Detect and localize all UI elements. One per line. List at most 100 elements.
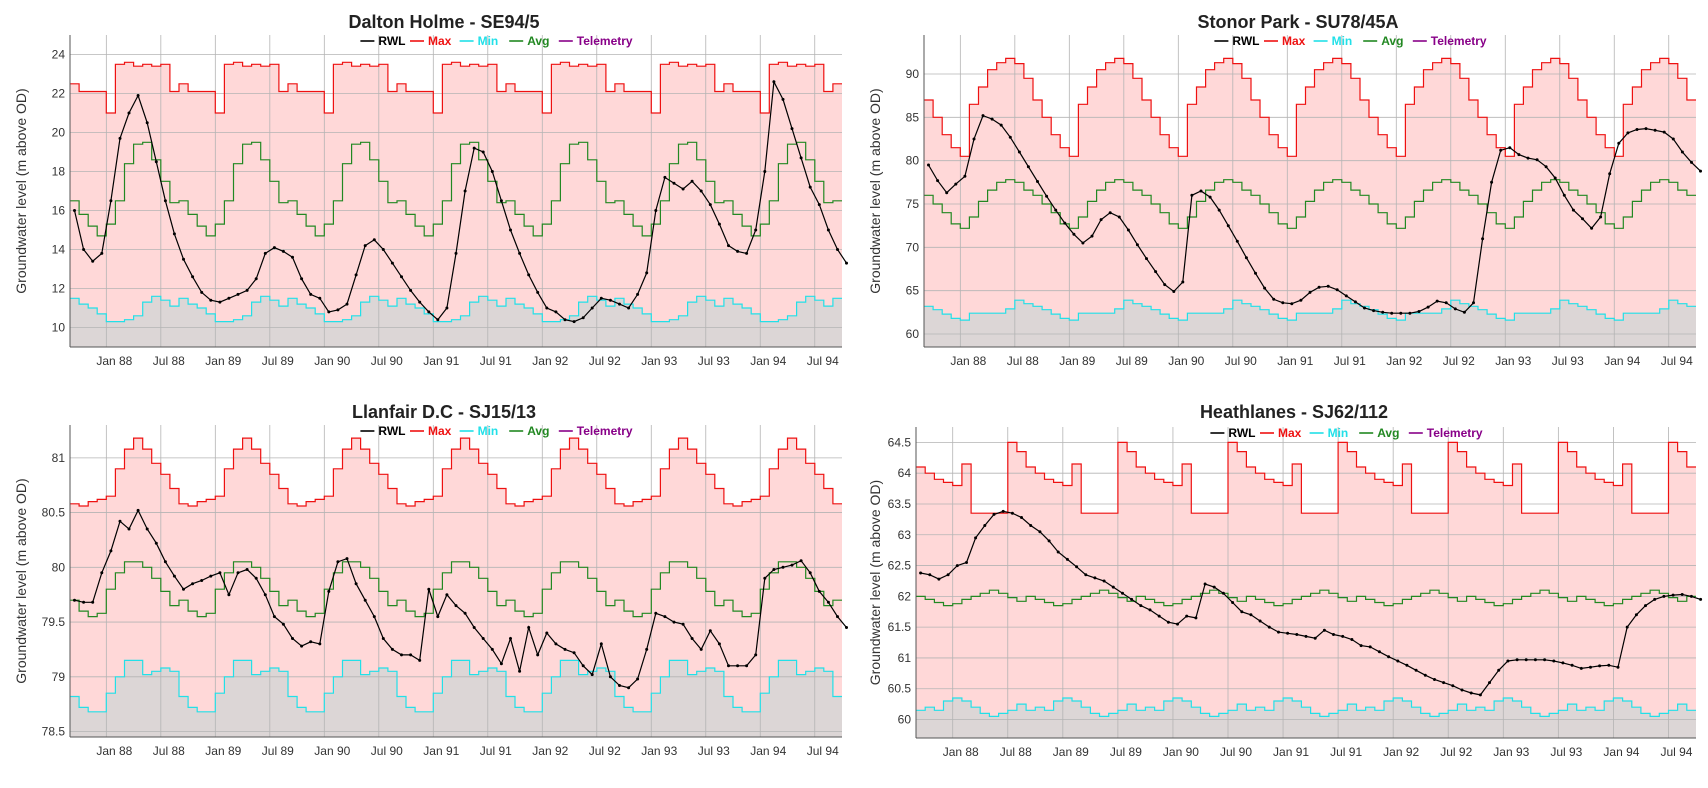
series-min bbox=[70, 659, 842, 713]
x-tick-label: Jan 92 bbox=[532, 354, 568, 368]
rwl-point bbox=[928, 573, 932, 577]
rwl-point bbox=[390, 261, 394, 265]
rwl-point bbox=[1526, 156, 1530, 160]
rwl-point bbox=[427, 310, 431, 314]
rwl-point bbox=[1634, 613, 1638, 617]
rwl-point bbox=[1478, 693, 1482, 697]
rwl-point bbox=[1208, 195, 1212, 199]
x-tick-label: Jan 94 bbox=[1603, 745, 1639, 759]
rwl-point bbox=[1497, 668, 1501, 672]
rwl-point bbox=[418, 658, 422, 662]
rwl-point bbox=[663, 175, 667, 179]
rwl-point bbox=[563, 318, 567, 322]
rwl-point bbox=[1344, 294, 1348, 298]
legend-entry: RWL bbox=[378, 34, 405, 48]
rwl-point bbox=[836, 615, 839, 619]
rwl-point bbox=[581, 316, 585, 320]
rwl-point bbox=[363, 244, 367, 248]
below-min-area bbox=[916, 698, 1696, 738]
rwl-point bbox=[1372, 309, 1376, 313]
rwl-point bbox=[1235, 239, 1239, 243]
rwl-point bbox=[636, 677, 640, 681]
rwl-point bbox=[1221, 591, 1225, 595]
series-min bbox=[916, 697, 1696, 717]
rwl-points bbox=[73, 80, 848, 324]
y-tick-label: 64.5 bbox=[888, 435, 912, 449]
rwl-point bbox=[1093, 576, 1097, 580]
rwl-point bbox=[318, 642, 322, 646]
rwl-point bbox=[681, 622, 685, 626]
x-tick-label: Jan 93 bbox=[641, 744, 677, 758]
series-max bbox=[70, 437, 842, 507]
rwl-point bbox=[1680, 150, 1684, 154]
rwl-point bbox=[109, 549, 113, 553]
rwl-point bbox=[82, 248, 86, 251]
rwl-point bbox=[518, 251, 522, 255]
rwl-point bbox=[681, 187, 685, 191]
rwl-point bbox=[272, 615, 276, 619]
rwl-point bbox=[790, 127, 794, 131]
rwl-point bbox=[154, 160, 158, 164]
rwl-point bbox=[1608, 172, 1612, 176]
rwl-point bbox=[1217, 208, 1221, 212]
legend-entry: RWL bbox=[1232, 34, 1259, 48]
rwl-point bbox=[1571, 208, 1575, 212]
rwl-point bbox=[1377, 650, 1381, 654]
rwl-point bbox=[109, 199, 113, 203]
rwl-point bbox=[145, 121, 149, 125]
legend-entry: Telemetry bbox=[577, 34, 633, 48]
rwl-point bbox=[1231, 601, 1235, 604]
rwl-point bbox=[1038, 530, 1042, 534]
rwl-point bbox=[836, 248, 839, 251]
rwl-point bbox=[1699, 597, 1703, 601]
rwl-point bbox=[1212, 585, 1216, 589]
rwl-point bbox=[1313, 636, 1317, 640]
rwl-point bbox=[1635, 128, 1639, 131]
rwl-point bbox=[1181, 280, 1185, 284]
x-tick-label: Jan 94 bbox=[750, 744, 786, 758]
rwl-point bbox=[1435, 299, 1439, 303]
rwl-point bbox=[1353, 300, 1357, 304]
rwl-point bbox=[654, 209, 658, 212]
rwl-point bbox=[1139, 604, 1143, 608]
legend-entry: Max bbox=[428, 34, 452, 48]
rwl-point bbox=[708, 203, 712, 207]
y-tick-label: 16 bbox=[52, 204, 66, 218]
y-tick-label: 85 bbox=[906, 110, 920, 124]
rwl-point bbox=[182, 587, 185, 591]
x-tick-label: Jan 92 bbox=[532, 744, 568, 758]
y-tick-label: 75 bbox=[906, 197, 920, 211]
y-tick-label: 20 bbox=[52, 126, 66, 140]
rwl-point bbox=[1099, 218, 1103, 222]
rwl-points bbox=[927, 114, 1702, 315]
y-tick-label: 10 bbox=[52, 321, 66, 335]
rwl-point bbox=[1335, 288, 1339, 292]
rwl-point bbox=[645, 647, 649, 651]
rwl-point bbox=[1010, 511, 1014, 515]
rwl-point bbox=[981, 114, 985, 118]
rwl-point bbox=[545, 306, 549, 310]
rwl-point bbox=[1332, 633, 1335, 636]
rwl-point bbox=[1533, 658, 1537, 662]
legend-entry: Min bbox=[1328, 426, 1349, 440]
x-tick-label: Jan 88 bbox=[96, 354, 132, 368]
rwl-point bbox=[1671, 593, 1675, 597]
x-tick-label: Jul 92 bbox=[589, 744, 621, 758]
chart-1: Dalton Holme - SE94/5 Groundwater level (… bbox=[13, 12, 848, 368]
y-tick-label: 80.5 bbox=[42, 506, 66, 520]
y-tick-label: 61.5 bbox=[888, 620, 912, 634]
x-tick-label: Jan 92 bbox=[1386, 354, 1422, 368]
rwl-point bbox=[1414, 668, 1418, 672]
rwl-point bbox=[73, 209, 76, 212]
rwl-point bbox=[227, 593, 231, 597]
rwl-point bbox=[1490, 180, 1494, 184]
rwl-point bbox=[1535, 158, 1539, 162]
rwl-point bbox=[845, 261, 848, 265]
rwl-point bbox=[118, 519, 122, 523]
rwl-point bbox=[309, 292, 313, 296]
rwl-point bbox=[1544, 165, 1548, 169]
x-tick-label: Jan 94 bbox=[750, 354, 786, 368]
rwl-point bbox=[1102, 579, 1106, 583]
y-tick-label: 62 bbox=[898, 589, 912, 603]
